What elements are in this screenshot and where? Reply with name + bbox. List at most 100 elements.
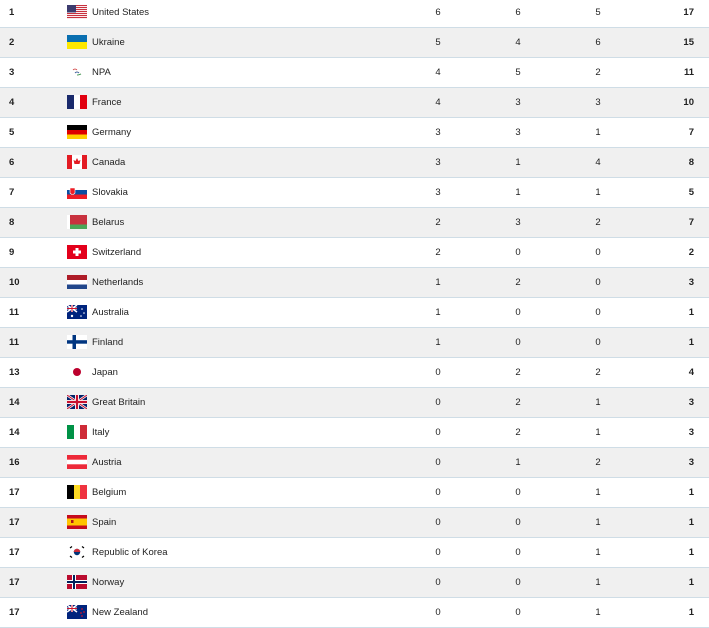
country-name[interactable]: NPA: [92, 67, 111, 78]
rank: 10: [9, 277, 20, 288]
gold-count: 3: [435, 187, 441, 198]
table-row[interactable]: 17 Belgium 0 0 1 1: [0, 478, 709, 508]
country-name[interactable]: Norway: [92, 577, 125, 588]
bronze-count: 2: [595, 67, 601, 78]
netherlands-flag-icon: [67, 275, 87, 289]
table-row[interactable]: 1 United States 6 6 5 17: [0, 0, 709, 28]
rank: 1: [9, 7, 15, 18]
table-row[interactable]: 6 Canada 3 1 4 8: [0, 148, 709, 178]
total-count: 1: [688, 517, 694, 528]
bronze-count: 1: [595, 607, 601, 618]
total-count: 5: [688, 187, 694, 198]
country-name[interactable]: Canada: [92, 157, 126, 168]
table-row[interactable]: 17 Republic of Korea 0 0 1 1: [0, 538, 709, 568]
table-row[interactable]: 16 Austria 0 1 2 3: [0, 448, 709, 478]
rank: 14: [9, 427, 20, 438]
total-count: 1: [688, 487, 694, 498]
table-row[interactable]: 2 Ukraine 5 4 6 15: [0, 28, 709, 58]
silver-count: 1: [515, 187, 521, 198]
bronze-count: 0: [595, 277, 601, 288]
australia-flag-icon: [67, 305, 87, 319]
rank: 2: [9, 37, 15, 48]
country-name[interactable]: United States: [92, 7, 150, 18]
country-name[interactable]: Ukraine: [92, 37, 125, 48]
bronze-count: 2: [595, 457, 601, 468]
country-name[interactable]: Great Britain: [92, 397, 146, 408]
country-name[interactable]: France: [92, 97, 122, 108]
slovakia-flag-icon: [67, 185, 87, 199]
gold-count: 0: [435, 427, 441, 438]
table-row[interactable]: 14 Great Britain 0 2 1 3: [0, 388, 709, 418]
switzerland-flag-icon: [67, 245, 87, 259]
total-count: 7: [688, 217, 694, 228]
silver-count: 2: [515, 397, 521, 408]
paralympic-flag-icon: [67, 65, 87, 79]
country-name[interactable]: Belgium: [92, 487, 127, 498]
rank: 17: [9, 517, 20, 528]
bronze-count: 1: [595, 427, 601, 438]
silver-count: 0: [515, 547, 521, 558]
table-row[interactable]: 7 Slovakia 3 1 1 5: [0, 178, 709, 208]
total-count: 3: [688, 427, 694, 438]
silver-count: 5: [515, 67, 521, 78]
bronze-count: 0: [595, 307, 601, 318]
table-row[interactable]: 17 Spain 0 0 1 1: [0, 508, 709, 538]
bronze-count: 0: [595, 247, 601, 258]
us-flag-icon: [67, 5, 87, 19]
table-row[interactable]: 5 Germany 3 3 1 7: [0, 118, 709, 148]
table-row[interactable]: 3 NPA 4 5 2 11: [0, 58, 709, 88]
bronze-count: 1: [595, 517, 601, 528]
country-name[interactable]: Belarus: [92, 217, 125, 228]
gold-count: 2: [435, 247, 441, 258]
table-row[interactable]: 17 New Zealand 0 0 1 1: [0, 598, 709, 628]
gold-count: 0: [435, 577, 441, 588]
table-row[interactable]: 11 Finland 1 0 0 1: [0, 328, 709, 358]
silver-count: 0: [515, 577, 521, 588]
rank: 3: [9, 67, 15, 78]
ukraine-flag-icon: [67, 35, 87, 49]
country-name[interactable]: Austria: [92, 457, 122, 468]
table-row[interactable]: 10 Netherlands 1 2 0 3: [0, 268, 709, 298]
gold-count: 1: [435, 337, 441, 348]
table-row[interactable]: 17 Norway 0 0 1 1: [0, 568, 709, 598]
bronze-count: 0: [595, 337, 601, 348]
italy-flag-icon: [67, 425, 87, 439]
country-name[interactable]: Finland: [92, 337, 124, 348]
rank: 11: [9, 307, 20, 318]
gold-count: 3: [435, 157, 441, 168]
table-row[interactable]: 4 France 4 3 3 10: [0, 88, 709, 118]
finland-flag-icon: [67, 335, 87, 349]
country-name[interactable]: Germany: [92, 127, 132, 138]
gold-count: 1: [435, 307, 441, 318]
rank: 4: [9, 97, 15, 108]
bronze-count: 1: [595, 187, 601, 198]
country-name[interactable]: New Zealand: [92, 607, 148, 618]
table-row[interactable]: 13 Japan 0 2 2 4: [0, 358, 709, 388]
table-row[interactable]: 14 Italy 0 2 1 3: [0, 418, 709, 448]
table-row[interactable]: 9 Switzerland 2 0 0 2: [0, 238, 709, 268]
country-name[interactable]: Slovakia: [92, 187, 128, 198]
country-name[interactable]: Australia: [92, 307, 129, 318]
country-name[interactable]: Japan: [92, 367, 118, 378]
total-count: 15: [683, 37, 694, 48]
country-name[interactable]: Republic of Korea: [92, 547, 168, 558]
rank: 5: [9, 127, 15, 138]
silver-count: 1: [515, 457, 521, 468]
bronze-count: 2: [595, 367, 601, 378]
table-row[interactable]: 8 Belarus 2 3 2 7: [0, 208, 709, 238]
country-name[interactable]: Italy: [92, 427, 110, 438]
silver-count: 2: [515, 277, 521, 288]
total-count: 2: [688, 247, 694, 258]
silver-count: 3: [515, 97, 521, 108]
new-zealand-flag-icon: [67, 605, 87, 619]
country-name[interactable]: Netherlands: [92, 277, 144, 288]
total-count: 8: [688, 157, 694, 168]
country-name[interactable]: Spain: [92, 517, 117, 528]
gb-flag-icon: [67, 395, 87, 409]
silver-count: 0: [515, 247, 521, 258]
gold-count: 0: [435, 607, 441, 618]
spain-flag-icon: [67, 515, 87, 529]
country-name[interactable]: Switzerland: [92, 247, 142, 258]
table-row[interactable]: 11 Australia 1 0 0 1: [0, 298, 709, 328]
silver-count: 0: [515, 307, 521, 318]
